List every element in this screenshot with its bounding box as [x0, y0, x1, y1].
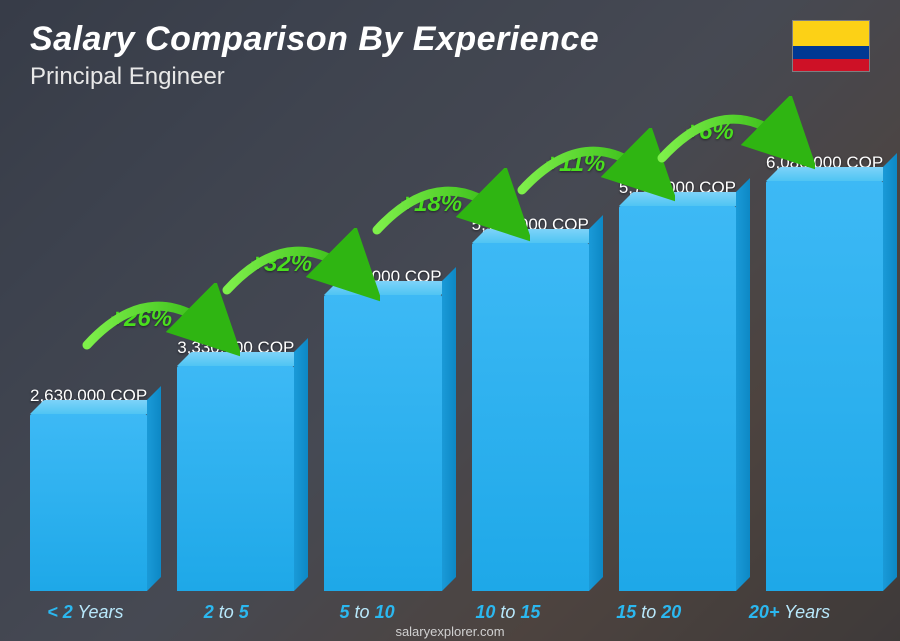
bar-5: 6,080,000 COP: [766, 153, 883, 591]
x-label-2: 5 to 10: [312, 602, 423, 623]
x-label-4: 15 to 20: [593, 602, 704, 623]
x-label-5: 20+ Years: [734, 602, 845, 623]
bar-1: 3,330,000 COP: [177, 338, 294, 591]
salary-bar-chart: 2,630,000 COP 3,330,000 COP 4,390,000 COP 5…: [30, 101, 845, 591]
bar-0: 2,630,000 COP: [30, 386, 147, 591]
bar-rect: [177, 366, 294, 591]
pct-change-badge: +26%: [110, 305, 172, 333]
bar-4: 5,710,000 COP: [619, 178, 736, 591]
page-title: Salary Comparison By Experience: [30, 20, 870, 59]
page-subtitle: Principal Engineer: [30, 63, 870, 91]
bar-rect: [472, 243, 589, 591]
pct-change-badge: +32%: [250, 250, 312, 278]
x-label-0: < 2 Years: [30, 602, 141, 623]
bar-2: 4,390,000 COP: [324, 267, 441, 591]
bar-rect: [619, 206, 736, 591]
bar-3: 5,160,000 COP: [472, 215, 589, 591]
x-label-3: 10 to 15: [452, 602, 563, 623]
bar-rect: [324, 295, 441, 591]
pct-change-badge: +11%: [545, 150, 605, 178]
pct-change-badge: +18%: [400, 190, 462, 218]
x-axis-labels: < 2 Years 2 to 5 5 to 10 10 to 15 15 to 20 20…: [30, 602, 845, 623]
bar-rect: [30, 414, 147, 591]
pct-change-badge: +6%: [685, 118, 734, 146]
country-flag-icon: [792, 20, 870, 72]
bar-rect: [766, 181, 883, 591]
x-label-1: 2 to 5: [171, 602, 282, 623]
footer-credit: salaryexplorer.com: [0, 624, 900, 639]
